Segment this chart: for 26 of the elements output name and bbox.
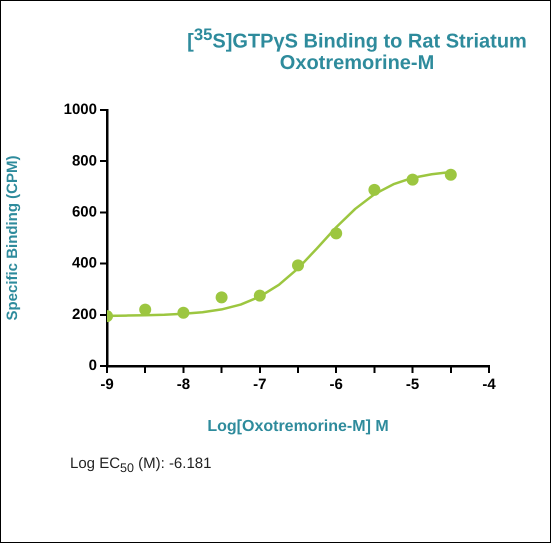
- point: [139, 304, 152, 316]
- y-tick-label: 800: [72, 152, 97, 170]
- chart-subtitle: Oxotremorine-M: [278, 52, 436, 75]
- x-tick-label: -6: [330, 376, 343, 394]
- point: [292, 259, 304, 272]
- point: [177, 306, 190, 319]
- y-tick-label: 400: [72, 254, 97, 272]
- x-tick-label: -8: [176, 376, 190, 394]
- point: [330, 227, 342, 240]
- x-axis-title: Log[Oxotremorine-M] M: [207, 418, 389, 435]
- x-tick-label: -7: [253, 376, 266, 394]
- y-tick-label: 1000: [64, 101, 97, 118]
- y-tick-label: 0: [88, 357, 97, 374]
- point: [368, 184, 380, 196]
- point: [444, 168, 457, 181]
- point: [216, 291, 228, 304]
- y-axis-title: Specific Binding (CPM): [4, 155, 22, 320]
- x-tick-label: -5: [406, 376, 420, 394]
- point: [254, 290, 266, 302]
- point: [406, 174, 419, 186]
- x-tick-label: -4: [482, 376, 496, 394]
- y-tick-label: 200: [72, 306, 97, 323]
- y-tick-label: 600: [72, 204, 97, 221]
- chart-title: [$^{35}$S]GTPγS Binding to Rat Striatum: [186, 25, 528, 54]
- x-tick-label: -9: [100, 376, 114, 394]
- text: Log EC$_{50}$ (M): -6.181: [70, 455, 212, 475]
